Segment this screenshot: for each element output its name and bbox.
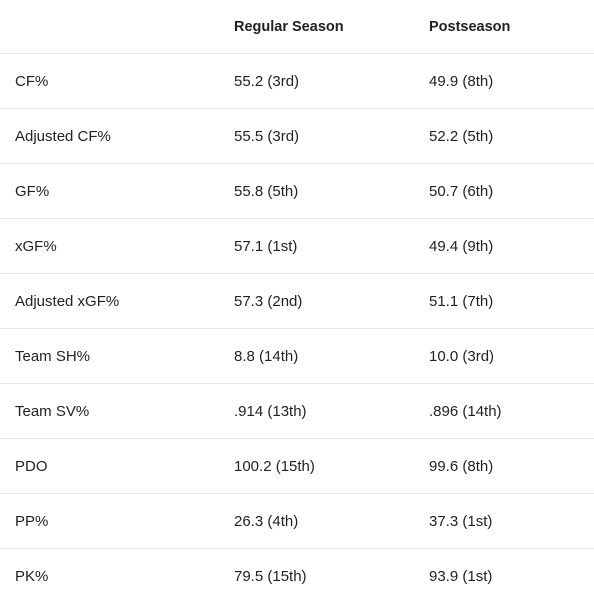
table-cell: 26.3 (4th) <box>234 494 429 549</box>
table-cell: 100.2 (15th) <box>234 439 429 494</box>
table-cell: 37.3 (1st) <box>429 494 594 549</box>
table-body: CF%55.2 (3rd)49.9 (8th)Adjusted CF%55.5 … <box>0 54 594 603</box>
table-cell: 93.9 (1st) <box>429 549 594 603</box>
table-row: PK%79.5 (15th)93.9 (1st) <box>0 549 594 603</box>
table-cell: Team SH% <box>0 329 234 384</box>
table-cell: CF% <box>0 54 234 109</box>
table-cell: 50.7 (6th) <box>429 164 594 219</box>
table-cell: PK% <box>0 549 234 603</box>
table-cell: 49.9 (8th) <box>429 54 594 109</box>
table-row: xGF%57.1 (1st)49.4 (9th) <box>0 219 594 274</box>
header-cell: Regular Season <box>234 0 429 54</box>
table-cell: 10.0 (3rd) <box>429 329 594 384</box>
table-cell: 55.8 (5th) <box>234 164 429 219</box>
table-cell: 49.4 (9th) <box>429 219 594 274</box>
table-cell: 51.1 (7th) <box>429 274 594 329</box>
header-cell <box>0 0 234 54</box>
table-cell: .914 (13th) <box>234 384 429 439</box>
table-row: Team SH%8.8 (14th)10.0 (3rd) <box>0 329 594 384</box>
table-cell: Team SV% <box>0 384 234 439</box>
table-cell: 99.6 (8th) <box>429 439 594 494</box>
table-row: PP%26.3 (4th)37.3 (1st) <box>0 494 594 549</box>
table-cell: 57.1 (1st) <box>234 219 429 274</box>
table-cell: 8.8 (14th) <box>234 329 429 384</box>
table-cell: 57.3 (2nd) <box>234 274 429 329</box>
table-cell: 79.5 (15th) <box>234 549 429 603</box>
table-cell: PP% <box>0 494 234 549</box>
table-cell: 55.2 (3rd) <box>234 54 429 109</box>
table-cell: 52.2 (5th) <box>429 109 594 164</box>
header-cell: Postseason <box>429 0 594 54</box>
table-cell: .896 (14th) <box>429 384 594 439</box>
table-cell: 55.5 (3rd) <box>234 109 429 164</box>
table-cell: Adjusted CF% <box>0 109 234 164</box>
table-row: Team SV%.914 (13th).896 (14th) <box>0 384 594 439</box>
table-row: Adjusted xGF%57.3 (2nd)51.1 (7th) <box>0 274 594 329</box>
table-cell: xGF% <box>0 219 234 274</box>
table-row: CF%55.2 (3rd)49.9 (8th) <box>0 54 594 109</box>
table-row: GF%55.8 (5th)50.7 (6th) <box>0 164 594 219</box>
table-cell: GF% <box>0 164 234 219</box>
table-row: Adjusted CF%55.5 (3rd)52.2 (5th) <box>0 109 594 164</box>
table-cell: Adjusted xGF% <box>0 274 234 329</box>
table-cell: PDO <box>0 439 234 494</box>
